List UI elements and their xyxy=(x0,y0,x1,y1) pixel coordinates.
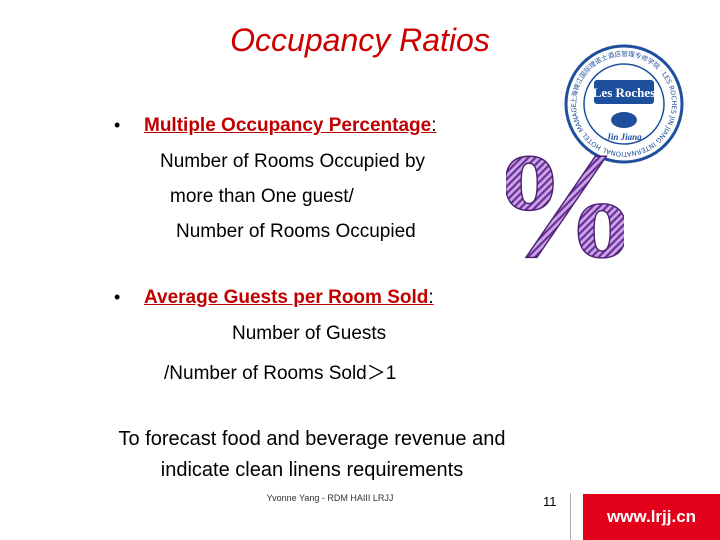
bullet-1-term: Multiple Occupancy Percentage: xyxy=(144,115,437,136)
percent-glyph: % xyxy=(506,136,624,268)
page-number: 11 xyxy=(543,494,557,509)
footer-divider xyxy=(570,493,571,540)
forecast-note-line-2: indicate clean linens requirements xyxy=(160,459,464,481)
percent-icon: % xyxy=(506,136,624,268)
site-link[interactable]: www.lrjj.cn xyxy=(583,494,720,540)
bullet-1-line-2: more than One guest/ xyxy=(170,186,354,207)
bullet-2-line-2: /Number of Rooms Sold＞1 xyxy=(164,363,397,384)
bullet-1-line-1: Number of Rooms Occupied by xyxy=(160,151,426,172)
slide-title: Occupancy Ratios xyxy=(230,22,490,58)
forecast-note: To forecast food and beverage revenue an… xyxy=(60,424,564,486)
bullet-dot: • xyxy=(114,115,121,135)
forecast-note-line-1: To forecast food and beverage revenue an… xyxy=(118,428,506,450)
bullet-dot: • xyxy=(114,287,121,307)
bullet-2-term: Average Guests per Room Sold: xyxy=(144,287,434,308)
footer-credit: Yvonne Yang - RDM HAIII LRJJ xyxy=(266,493,394,503)
logo-sub: Jin Jiang xyxy=(605,132,642,142)
school-logo: 上海锦江国际理诺士酒店管理专修学院 · LES ROCHES JIN JIANG… xyxy=(564,44,684,164)
bullet-2-line-1: Number of Guests xyxy=(232,323,387,344)
bullet-1-line-3: Number of Rooms Occupied xyxy=(176,221,416,242)
logo-brand: Les Roches xyxy=(593,85,655,100)
